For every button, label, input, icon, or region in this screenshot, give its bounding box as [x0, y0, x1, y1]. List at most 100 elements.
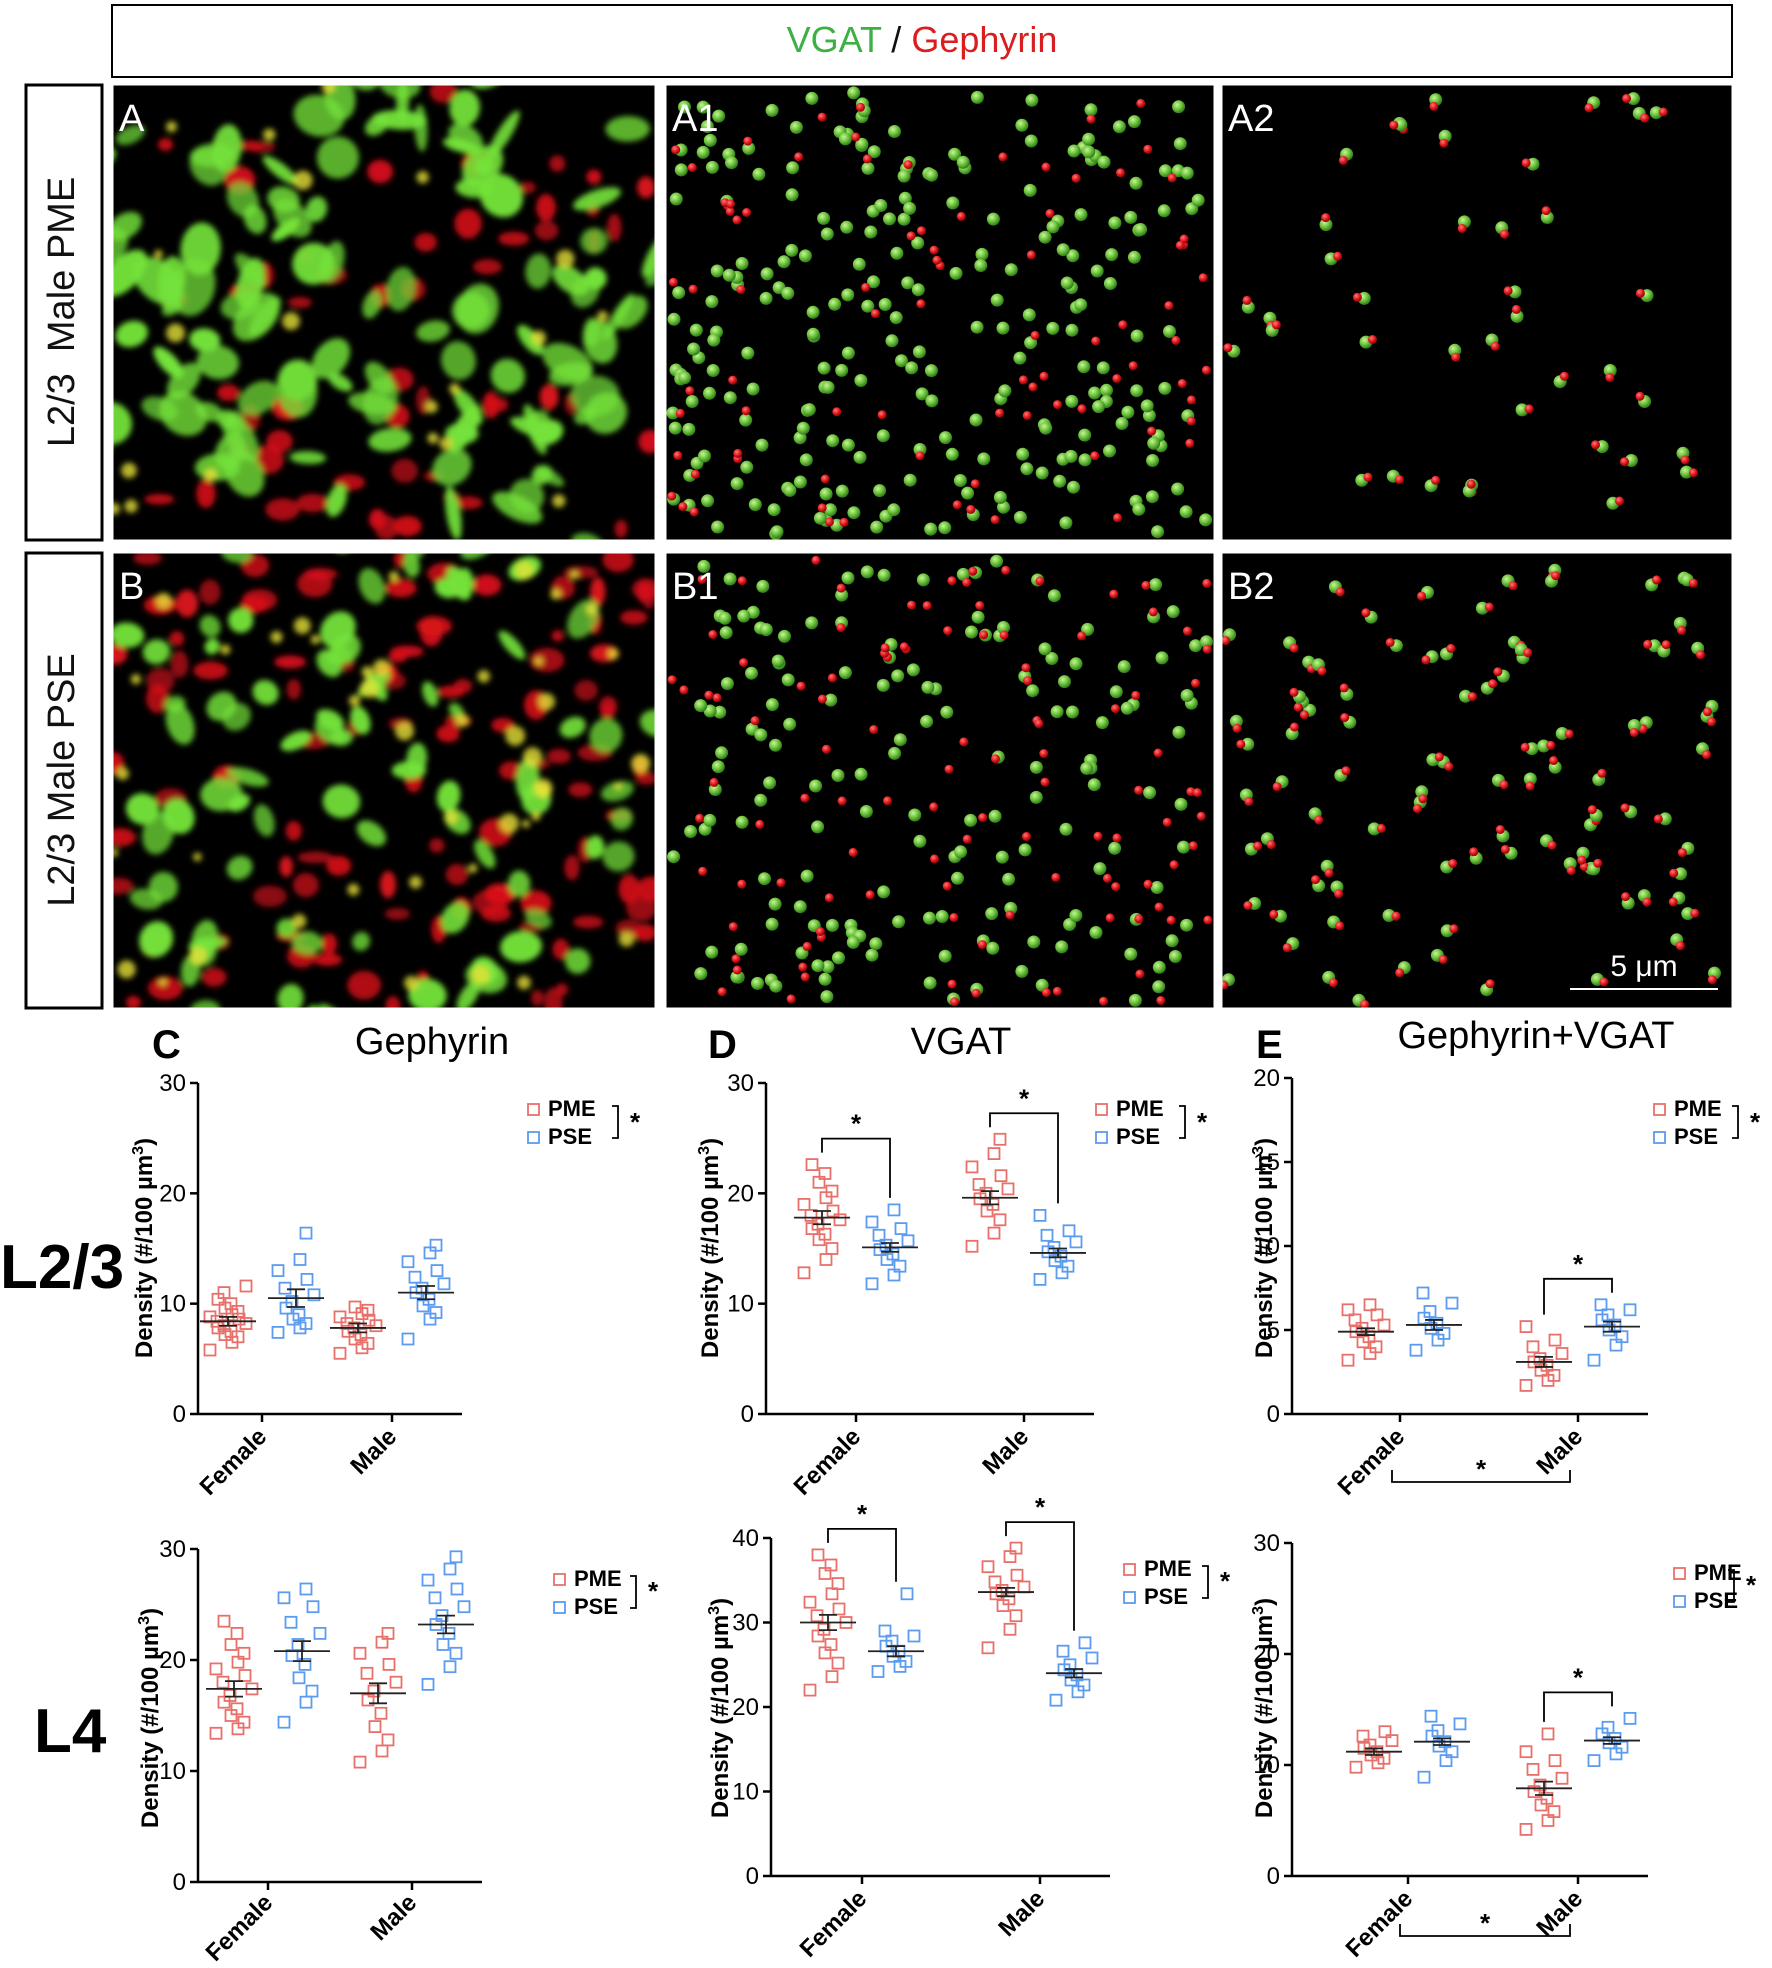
mean-sem-pme [1338, 1327, 1394, 1336]
data-point-pme [362, 1313, 376, 1327]
data-point-pse [1416, 1286, 1430, 1300]
y-axis-label: Density (#/100 µm3) [696, 1138, 724, 1358]
between-sex-bracket: * [1391, 1454, 1571, 1484]
y-tick-label: 10 [1253, 1752, 1280, 1779]
row-label-box-pme [24, 83, 104, 542]
data-point-pse [421, 1573, 435, 1587]
data-point-pme [1378, 1725, 1392, 1739]
y-tick-label: 0 [173, 1869, 186, 1896]
panel-label-a: A [119, 98, 145, 140]
data-point-pme [1533, 1352, 1547, 1365]
image-panels: A A1 A2 B B1 B2 5 μm [112, 84, 1733, 1009]
data-point-pse [894, 1222, 908, 1235]
data-point-pme [979, 1186, 993, 1200]
x-tick-label-male: Male [1531, 1423, 1588, 1480]
mean-sem-pme [206, 1680, 262, 1698]
data-point-pse [901, 1234, 915, 1248]
data-point-pse [436, 1638, 450, 1651]
mean-sem-pse [274, 1640, 330, 1663]
data-point-pme [238, 1669, 252, 1682]
data-point-pse [1608, 1318, 1622, 1332]
legend-label-pme: PME [574, 1566, 622, 1591]
data-point-pse [1601, 1720, 1615, 1734]
data-point-pse [293, 1253, 307, 1266]
header-gephyrin: Gephyrin [911, 19, 1057, 60]
mean-sem-pse [868, 1645, 924, 1658]
data-point-pme [1341, 1353, 1355, 1367]
data-point-pme [1009, 1609, 1023, 1623]
legend-marker-pme [527, 1103, 540, 1116]
y-tick-label: 0 [741, 1401, 754, 1428]
data-point-pse [1445, 1296, 1459, 1310]
data-point-pse [878, 1624, 892, 1638]
data-point-pse [887, 1203, 901, 1217]
data-point-pme [374, 1706, 388, 1720]
data-point-pse [1033, 1273, 1047, 1286]
y-tick-label: 5 [1267, 1317, 1280, 1344]
data-point-pme [981, 1560, 995, 1574]
mean-sem-pse [1584, 1736, 1640, 1745]
legend-label-pse: PSE [1674, 1124, 1718, 1149]
legend-marker-pse [1123, 1591, 1136, 1604]
data-point-pme [1003, 1622, 1017, 1636]
data-point-pse [271, 1326, 285, 1339]
header-vgat: VGAT [787, 19, 882, 60]
data-point-pme [1010, 1568, 1024, 1582]
chart-e-l23: 0 5 10 15 20 Female Male Density (#/100 µm3) PME… [1250, 1065, 1761, 1501]
panel-label-b: B [119, 566, 144, 608]
data-point-pse [1040, 1228, 1054, 1242]
row-label-pme: L2/3 Male PME [41, 177, 83, 447]
x-tick-label-female: Female [1333, 1423, 1411, 1501]
data-point-pme [1385, 1734, 1399, 1747]
data-point-pse [298, 1658, 312, 1671]
data-point-pme [1541, 1727, 1555, 1741]
data-point-pse [278, 1281, 292, 1295]
data-point-pme [1526, 1763, 1540, 1776]
data-point-pme [965, 1239, 979, 1253]
data-point-pse [401, 1255, 415, 1269]
chart-title-gephyrin: Gephyrin [355, 1021, 509, 1063]
data-point-pme [239, 1317, 253, 1330]
legend-bracket [1179, 1105, 1186, 1139]
y-tick-label: 30 [727, 1070, 754, 1097]
data-point-pse [1601, 1308, 1615, 1322]
data-point-pme [1363, 1738, 1377, 1752]
row-label-box-pse [24, 551, 104, 1010]
data-point-pme [988, 1575, 1002, 1589]
data-point-pme [381, 1627, 395, 1640]
significance-bracket: * [1543, 1249, 1613, 1315]
data-point-pme [217, 1286, 231, 1299]
data-point-pme [1519, 1320, 1533, 1333]
data-point-pme [1526, 1340, 1540, 1354]
legend-significance: * [1220, 1566, 1231, 1596]
data-point-pme [832, 1602, 846, 1616]
data-point-pse [899, 1655, 913, 1668]
significance-star: * [1476, 1454, 1487, 1484]
data-point-pme [1369, 1340, 1383, 1354]
mean-sem-pme [800, 1613, 856, 1632]
data-point-pse [886, 1247, 900, 1261]
data-point-pse [299, 1582, 313, 1596]
data-point-pme [375, 1744, 389, 1758]
data-point-pme [333, 1346, 347, 1360]
mean-sem-pse [398, 1285, 454, 1301]
data-point-pme [797, 1198, 811, 1211]
data-point-pse [291, 1638, 305, 1651]
data-point-pse [865, 1215, 879, 1229]
mean-sem-pse [418, 1614, 474, 1635]
data-point-pse [1054, 1249, 1068, 1263]
data-point-pme [824, 1558, 838, 1572]
legend-marker-pse [527, 1131, 540, 1144]
data-point-pse [429, 1306, 443, 1319]
legend-significance: * [1750, 1107, 1761, 1137]
legend-bracket [612, 1105, 619, 1139]
data-point-pme [231, 1305, 245, 1318]
data-point-pme [368, 1720, 382, 1733]
x-tick-label-male: Male [365, 1889, 422, 1946]
data-point-pse [871, 1665, 885, 1678]
data-point-pme [1341, 1303, 1355, 1317]
data-point-pse [421, 1678, 435, 1691]
